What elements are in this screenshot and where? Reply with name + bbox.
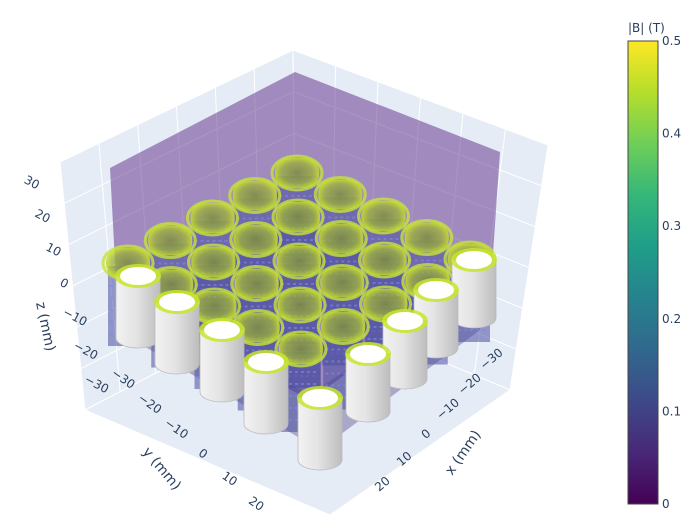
colorbar-tick-label: 0: [662, 497, 670, 511]
colorbar-tick-label: 0.4: [662, 127, 681, 141]
colorbar-tick-label: 0.5: [662, 34, 681, 48]
colorbar-tick-label: 0.2: [662, 312, 681, 326]
x-axis-title: x (mm): [442, 427, 484, 478]
z-tick-label: 30: [22, 173, 42, 193]
y-axis-title: y (mm): [139, 444, 184, 493]
colorbar-tick-label: 0.1: [662, 404, 681, 418]
magnet-array: [115, 248, 497, 471]
z-axis-title: z (mm): [32, 301, 58, 353]
magnet-cylinder: [345, 342, 391, 423]
y-tick-label: 20: [246, 494, 267, 514]
magnet-cylinder: [382, 309, 428, 390]
colorbar-title: |B| (T): [628, 21, 665, 35]
magnet-cylinder: [451, 248, 497, 329]
z-tick-label: 20: [33, 206, 53, 226]
colorbar-gradient: [627, 40, 659, 505]
magnet-cylinder: [199, 318, 245, 403]
z-tick-label: 10: [43, 240, 63, 260]
magnet-cylinder: [297, 386, 343, 471]
magnet-cylinder: [243, 350, 289, 435]
magnet-cylinder: [115, 264, 161, 349]
magnet-cylinder: [154, 290, 200, 375]
z-tick-label: 0: [58, 275, 71, 291]
colorbar: |B| (T) 0.5 0.4 0.3 0.2 0.1 0: [627, 21, 681, 511]
colorbar-tick-label: 0.3: [662, 219, 681, 233]
